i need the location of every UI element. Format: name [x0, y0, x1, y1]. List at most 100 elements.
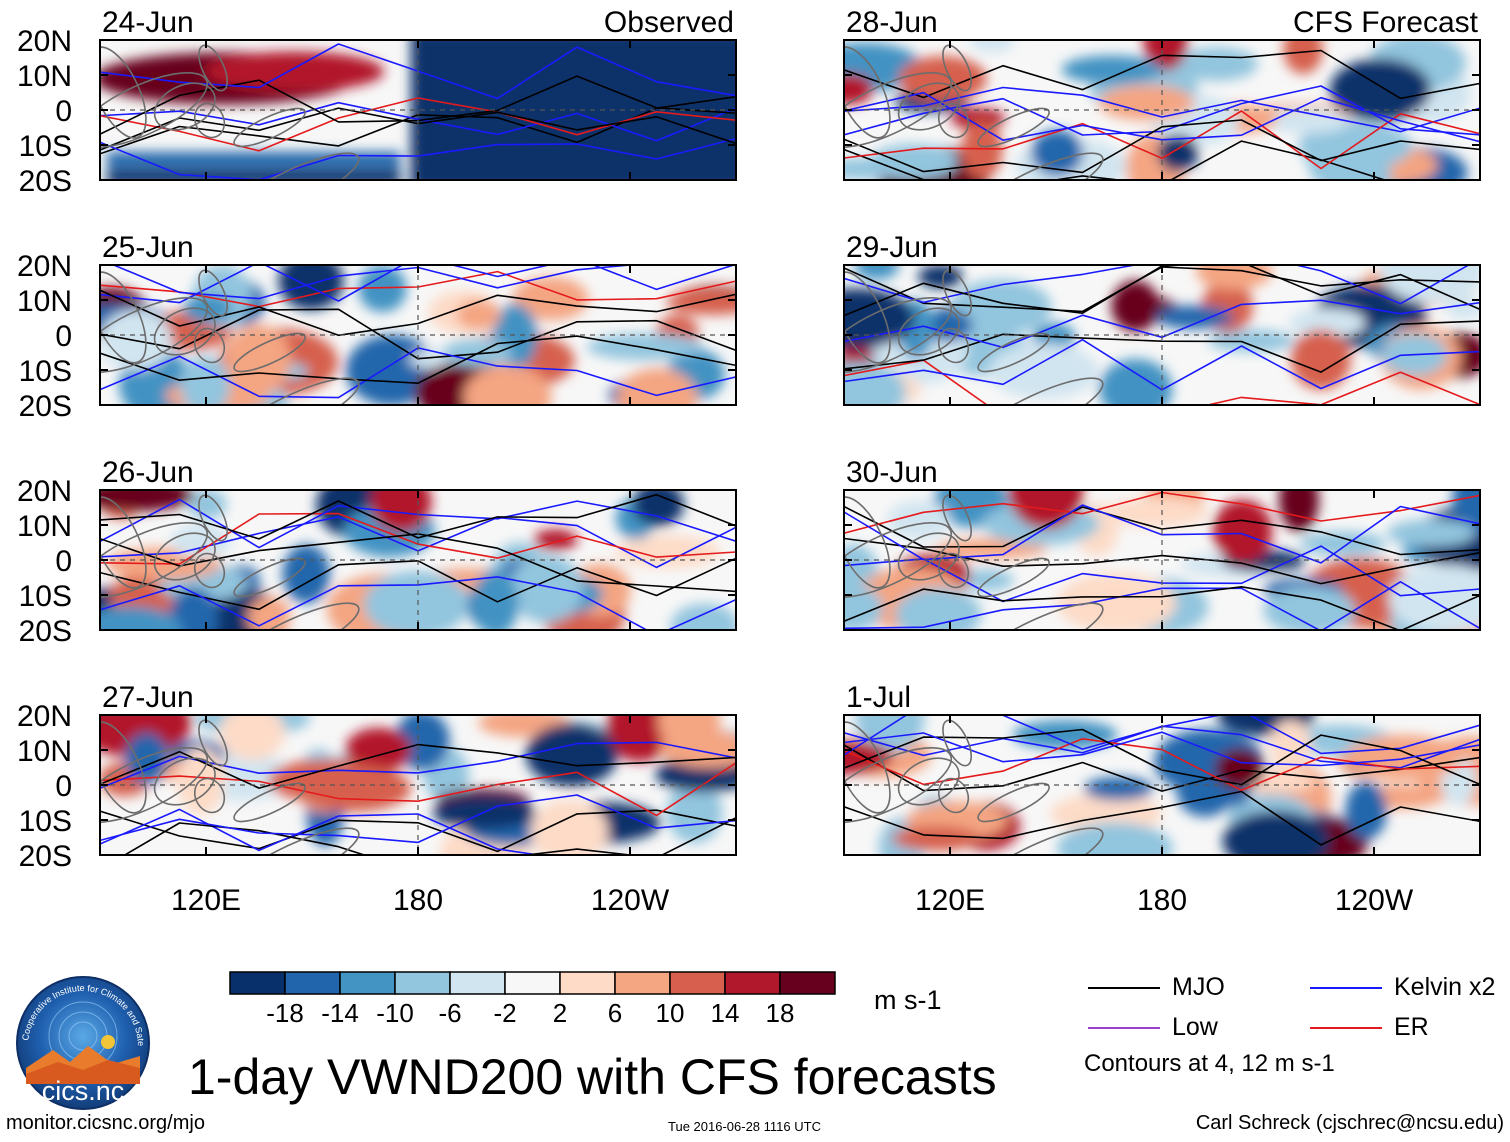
coastline	[100, 521, 209, 599]
panel-source-label: Observed	[604, 6, 734, 39]
colorbar-units: m s-1	[874, 985, 942, 1015]
anomaly-blob	[1176, 47, 1258, 81]
anomaly-blob	[844, 158, 905, 180]
vwnd-field	[100, 490, 736, 630]
anomaly-blob	[970, 40, 1015, 53]
legend-er-line	[1310, 1027, 1382, 1029]
contour-line	[100, 97, 736, 152]
anomaly-blob	[1008, 490, 1084, 529]
anomaly-blob	[1387, 519, 1476, 547]
colorbar-level-label: -14	[321, 998, 359, 1028]
coastline	[100, 496, 147, 589]
coastline	[844, 521, 953, 599]
x-tick-label: 120W	[591, 884, 670, 917]
y-tick-label: 10N	[17, 285, 72, 318]
contour-line	[100, 493, 736, 540]
y-tick-label: 20S	[19, 840, 72, 873]
coastline	[937, 552, 970, 589]
coastlines	[844, 494, 1104, 630]
coastline	[100, 296, 209, 374]
map-panel-28-jun: 28-Jun CFS Forecast	[843, 6, 1481, 181]
contour-line	[844, 119, 1480, 174]
coastline	[844, 296, 953, 374]
y-tick-label: 10S	[19, 355, 72, 388]
map-panel-1-jul: 1-Jul 120E 180 120W	[843, 681, 1481, 917]
colorbar-box	[229, 971, 286, 995]
anomaly-blob	[892, 825, 980, 852]
panels-area: 24-Jun Observed20N10N010S20S25-Jun20N10N0…	[17, 6, 1481, 917]
anomaly-blob	[533, 529, 578, 551]
y-tick-label: 20S	[19, 615, 72, 648]
coastline	[100, 71, 209, 149]
y-tick-label: 10N	[17, 510, 72, 543]
anomaly-blob	[1270, 719, 1312, 772]
contour-line	[100, 289, 736, 337]
coastline	[844, 46, 891, 139]
colorbar-box	[669, 971, 726, 995]
colorbar-box	[779, 971, 836, 995]
anomaly-blob	[1157, 134, 1199, 172]
coastline	[153, 757, 216, 806]
anomaly-blob	[1214, 748, 1265, 790]
vwnd-field	[844, 715, 1480, 855]
coastline	[233, 557, 306, 598]
anomaly-blob	[1379, 265, 1480, 304]
coastline	[937, 102, 970, 139]
coastline	[153, 532, 216, 581]
cicsnc-logo: Cooperative Institute for Climate and Sa…	[8, 976, 150, 1110]
colorbar-level-label: 14	[711, 998, 740, 1028]
colorbar-level-label: 18	[766, 998, 795, 1028]
y-tick-label: 10S	[19, 805, 72, 838]
anomaly-blob	[615, 535, 721, 568]
anomaly-blob	[180, 356, 230, 405]
contour-line	[844, 91, 1480, 143]
anomaly-blob	[1084, 776, 1153, 801]
anomaly-blob	[1290, 329, 1351, 390]
contour-line	[844, 581, 1480, 630]
coastline	[233, 332, 306, 373]
colorbar-box	[504, 971, 561, 995]
coastline	[937, 777, 970, 814]
anomaly-blob	[456, 299, 501, 331]
anomaly-blob	[1283, 40, 1323, 74]
y-tick-label: 10N	[17, 60, 72, 93]
anomaly-blob	[605, 715, 674, 762]
coastline	[233, 107, 306, 148]
anomaly-blob	[1212, 499, 1273, 564]
anomaly-blob	[525, 723, 619, 787]
anomaly-blob	[1388, 564, 1480, 630]
anomaly-blob	[370, 490, 432, 533]
x-tick-label: 120E	[171, 884, 241, 917]
chart-title: 1-day VWND200 with CFS forecasts	[188, 1049, 997, 1105]
coastline	[233, 782, 306, 823]
y-tick-label: 20S	[19, 165, 72, 198]
contour-line	[844, 86, 1480, 133]
contour-line	[100, 809, 736, 853]
coastline	[977, 557, 1050, 598]
panel-date-label: 26-Jun	[102, 456, 194, 489]
y-tick-label: 0	[55, 320, 72, 353]
anomaly-blob	[1012, 720, 1118, 750]
vwnd-anomaly-blobs	[844, 490, 1480, 630]
coastlines	[100, 269, 360, 405]
coastline	[844, 746, 953, 824]
contour-line	[844, 49, 1480, 100]
coastline	[897, 82, 960, 131]
anomaly-blob	[988, 343, 1099, 399]
panel-date-label: 24-Jun	[102, 6, 194, 39]
y-tick-label: 20N	[17, 700, 72, 733]
colorbar-box	[449, 971, 506, 995]
footer-url: monitor.cicsnc.org/mjo	[6, 1112, 205, 1134]
vwnd-field	[844, 265, 1480, 405]
coastlines	[100, 719, 360, 855]
anomaly-blob	[1222, 811, 1330, 855]
coastline	[977, 782, 1050, 823]
anomaly-blob	[1111, 280, 1159, 332]
colorbar-level-label: 6	[608, 998, 622, 1028]
colorbar-box	[339, 971, 396, 995]
legend-kelvin-line	[1310, 987, 1382, 989]
contour-note: Contours at 4, 12 m s-1	[1084, 1050, 1335, 1077]
anomaly-blob	[923, 309, 973, 342]
